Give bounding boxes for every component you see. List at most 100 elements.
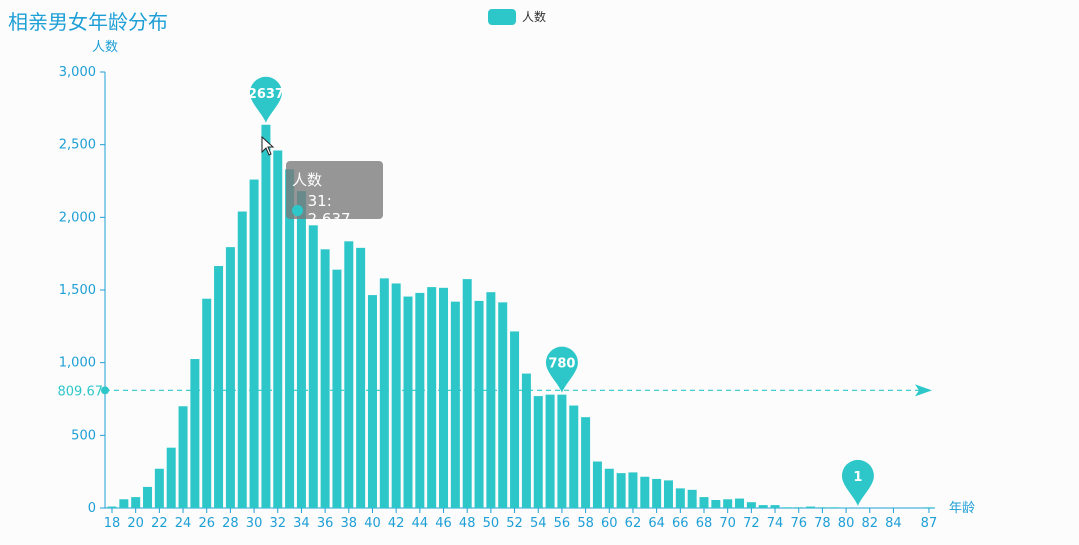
mark-point-label: 2637 xyxy=(248,87,284,102)
bar xyxy=(367,295,377,508)
tooltip-series: 人数 xyxy=(292,171,323,189)
x-tick-label: 84 xyxy=(885,516,902,531)
x-tick-label: 74 xyxy=(767,516,784,531)
x-tick-label: 34 xyxy=(293,516,310,531)
bar xyxy=(675,488,685,508)
bar xyxy=(474,300,484,508)
y-tick-label: 1,500 xyxy=(59,283,96,298)
bar xyxy=(533,396,543,508)
x-tick-label: 20 xyxy=(127,516,144,531)
bar xyxy=(332,269,342,508)
legend[interactable]: 人数 xyxy=(488,8,546,25)
x-tick-label: 32 xyxy=(269,516,286,531)
bar xyxy=(770,505,780,508)
bar xyxy=(427,287,437,508)
bar xyxy=(178,406,188,508)
bar xyxy=(817,507,827,508)
bar xyxy=(249,179,259,508)
mark-point-pin xyxy=(841,459,874,506)
bar xyxy=(782,507,792,508)
bar xyxy=(403,296,413,508)
x-tick-label: 36 xyxy=(317,516,334,531)
x-tick-label: 26 xyxy=(198,516,215,531)
bar xyxy=(261,124,271,509)
x-tick-label: 46 xyxy=(435,516,452,531)
bar xyxy=(143,486,153,508)
bar xyxy=(498,302,508,508)
x-tick-label: 30 xyxy=(246,516,263,531)
bar xyxy=(391,283,401,508)
bar xyxy=(510,331,520,508)
x-tick-label: 70 xyxy=(719,516,736,531)
x-tick-label: 60 xyxy=(601,516,618,531)
bar xyxy=(107,506,117,508)
x-tick-label: 28 xyxy=(222,516,239,531)
bar xyxy=(806,506,816,508)
bar xyxy=(723,499,733,508)
bar xyxy=(616,473,626,508)
mark-point-pin xyxy=(545,346,578,393)
x-tick-label: 66 xyxy=(672,516,689,531)
bar xyxy=(758,505,768,508)
bar xyxy=(131,497,141,508)
x-tick-label: 58 xyxy=(577,516,594,531)
bar xyxy=(273,150,283,509)
mouse-cursor-icon xyxy=(261,135,275,156)
x-tick-label: 72 xyxy=(743,516,760,531)
x-tick-label: 38 xyxy=(341,516,358,531)
bar xyxy=(829,507,839,508)
bar xyxy=(604,468,614,508)
x-tick-label: 18 xyxy=(104,516,121,531)
chart-title: 相亲男女年龄分布 xyxy=(8,10,168,34)
x-tick-label: 64 xyxy=(648,516,665,531)
bar xyxy=(190,359,200,508)
y-tick-label: 2,500 xyxy=(59,138,96,153)
bar xyxy=(439,287,449,508)
bar xyxy=(652,478,662,508)
bar xyxy=(521,373,531,508)
bar xyxy=(699,497,709,508)
x-tick-label: 82 xyxy=(861,516,878,531)
bar xyxy=(356,247,366,508)
bar xyxy=(746,502,756,508)
legend-swatch[interactable] xyxy=(488,8,516,25)
bar xyxy=(415,292,425,508)
bar xyxy=(557,394,567,508)
bar xyxy=(569,405,579,508)
x-tick-label: 50 xyxy=(483,516,500,531)
bar xyxy=(924,507,934,508)
bar xyxy=(592,461,602,508)
y-tick-label: 3,000 xyxy=(59,65,96,80)
bar xyxy=(794,507,804,508)
bar xyxy=(450,301,460,508)
bar xyxy=(344,241,354,508)
tooltip: 人数 31: 2,637 xyxy=(286,161,383,228)
mark-point-pin xyxy=(249,76,282,123)
bar xyxy=(214,266,224,508)
x-tick-label: 68 xyxy=(696,516,713,531)
bar xyxy=(296,191,306,508)
x-tick-label: 80 xyxy=(838,516,855,531)
legend-label[interactable]: 人数 xyxy=(522,10,547,24)
bar xyxy=(119,499,129,508)
y-tick-label: 2,000 xyxy=(59,210,96,225)
x-tick-label: 87 xyxy=(921,516,938,531)
bar xyxy=(581,417,591,508)
tooltip-dot xyxy=(292,204,303,216)
mark-point-label: 1 xyxy=(853,470,862,485)
x-tick-label: 44 xyxy=(412,516,429,531)
y-tick-label: 1,000 xyxy=(59,356,96,371)
x-tick-label: 76 xyxy=(790,516,807,531)
x-tick-label: 42 xyxy=(388,516,405,531)
x-tick-label: 22 xyxy=(151,516,168,531)
x-tick-label: 52 xyxy=(506,516,523,531)
x-tick-label: 56 xyxy=(554,516,571,531)
average-line-label: 809.67 xyxy=(58,384,104,399)
bar xyxy=(640,476,650,508)
y-axis-label: 人数 xyxy=(92,40,118,55)
bar xyxy=(308,225,318,508)
x-tick-label: 24 xyxy=(175,516,192,531)
x-tick-label: 62 xyxy=(625,516,642,531)
bar xyxy=(202,298,212,508)
